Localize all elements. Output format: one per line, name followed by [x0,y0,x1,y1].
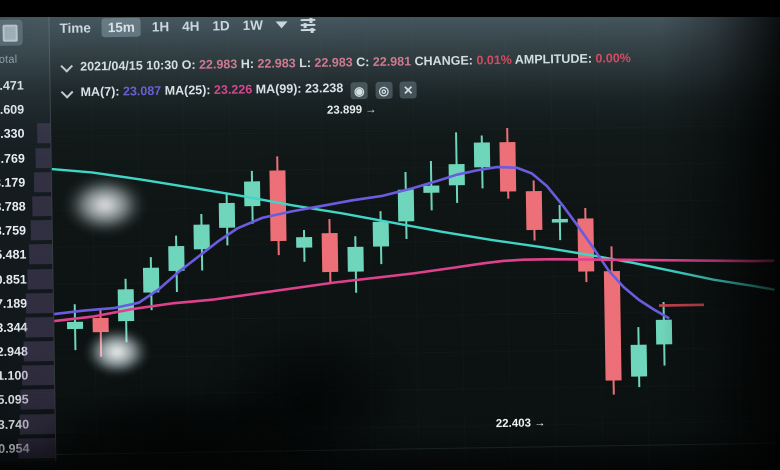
candlestick-canvas[interactable] [49,0,777,461]
depth-bar [32,196,52,217]
orderbook-row[interactable]: 3.788 [0,194,52,219]
orderbook-row[interactable]: 5.330 [0,121,51,146]
orderbook-total-value: 1.471 [0,78,24,93]
depth-bar [30,220,52,241]
orderbook-total-value: 3.179 [0,175,26,190]
orderbook-row[interactable]: 2.769 [0,146,51,171]
candle-body[interactable] [269,170,287,242]
orderbook-row[interactable]: 2.609 [0,97,51,122]
orderbook-row[interactable]: 3.759 [0,218,52,243]
depth-bar [37,123,51,144]
depth-bar [20,389,55,411]
orderbook-total-value: 0.851 [0,271,27,287]
orderbook-row[interactable]: 1.471 [0,73,50,98]
candle-body[interactable] [372,221,390,247]
depth-bar [28,244,53,265]
candle-body[interactable] [218,202,236,228]
orderbook-rows[interactable]: 1.471 2.609 5.330 2.769 3.179 3.788 3.759 5.481… [0,73,56,461]
orderbook-total-value: 3.759 [0,223,27,239]
orderbook-row[interactable]: 5.095 [0,387,55,412]
orderbook-row[interactable]: 3.179 [0,170,52,195]
orderbook-total-value: 2.769 [0,151,26,166]
candle-body[interactable] [193,224,210,250]
orderbook-total-value: 2.609 [0,102,25,118]
depth-bar [19,413,55,435]
candle-body[interactable] [321,233,339,273]
candle-body[interactable] [655,319,673,345]
candle-body[interactable] [296,236,313,248]
orderbook-total-value: 3.788 [0,199,26,214]
depth-bar [26,292,54,314]
orderbook-row[interactable]: 7.189 [0,291,54,316]
candle-body[interactable] [244,181,261,207]
orderbook-total-value: 7.189 [0,296,28,311]
depth-bar [27,268,53,289]
orderbook-total-value: 3.344 [0,320,28,335]
ma99-line [51,167,775,291]
candle-body[interactable] [423,185,440,193]
candle-body[interactable] [168,246,185,271]
low-price-marker: 22.403 → [495,417,546,431]
depth-bar [21,365,55,386]
candle-body[interactable] [551,218,568,223]
candle-body[interactable] [397,189,415,222]
book-icon[interactable] [0,19,23,46]
candle-body[interactable] [525,191,543,231]
orderbook-total-value: 5.481 [0,247,27,263]
orderbook-row[interactable]: 2.948 [0,339,54,364]
candle-body[interactable] [66,321,84,330]
orderbook-total-header: Total [0,53,18,66]
orderbook-row[interactable]: 5.481 [0,242,53,267]
orderbook-total-value: 5.330 [0,126,25,142]
orderbook-row[interactable]: 3.740 [0,412,55,437]
candle-body[interactable] [347,246,364,272]
orderbook-panel[interactable]: Total 1.471 2.609 5.330 2.769 3.179 3.788 3.75… [0,0,56,462]
orderbook-row[interactable]: 0.851 [0,267,53,292]
candle-body[interactable] [630,344,648,377]
orderbook-row[interactable]: 3.344 [0,315,54,340]
depth-bar [23,341,54,362]
orderbook-row[interactable]: 0.954 [0,436,56,461]
candle-body[interactable] [92,317,109,333]
chart-panel[interactable]: Time 15m 1H 4H 1D 1W 2021/04/15 10:30 O:… [49,0,780,470]
candle-body[interactable] [603,270,622,381]
candle-body[interactable] [142,267,160,293]
depth-bar [17,437,56,459]
last-price-line [658,303,705,307]
candle-series [66,127,673,395]
high-price-marker: 23.899 → [326,103,377,117]
orderbook-row[interactable]: 1.100 [0,363,55,388]
depth-bar [24,316,54,338]
ma7-line [53,165,670,320]
depth-bar [33,171,52,193]
depth-bar [35,147,51,168]
candle-body[interactable] [473,142,491,168]
